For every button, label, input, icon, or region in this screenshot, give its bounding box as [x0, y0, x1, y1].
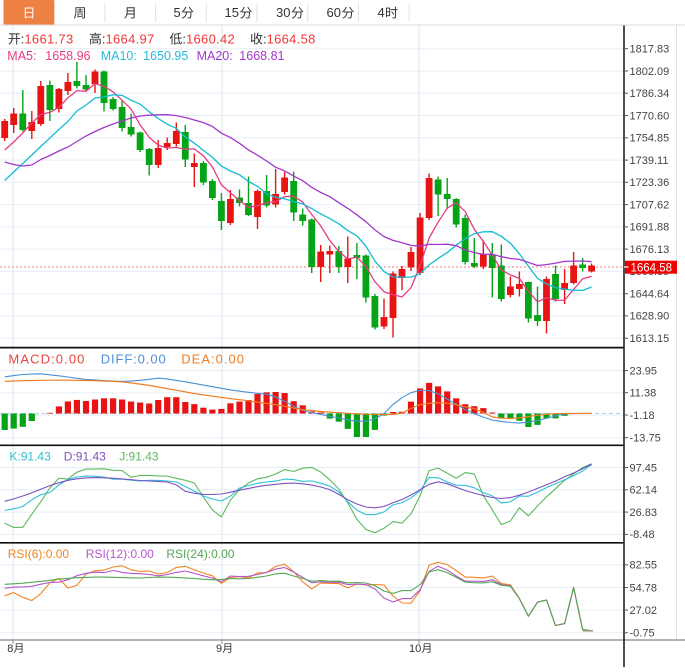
svg-text:1770.60: 1770.60 — [630, 110, 670, 122]
svg-text:1754.85: 1754.85 — [630, 133, 670, 145]
svg-text::: : — [102, 32, 106, 47]
svg-text:9: 9 — [216, 643, 222, 655]
svg-text:1739.11: 1739.11 — [630, 155, 669, 167]
svg-text:1664.97: 1664.97 — [106, 32, 155, 47]
svg-text:62.14: 62.14 — [630, 485, 658, 497]
svg-text:DEA:0.00: DEA:0.00 — [181, 352, 245, 367]
svg-text:26.83: 26.83 — [630, 507, 658, 519]
svg-text:30: 30 — [276, 5, 290, 20]
svg-text:1658.96: 1658.96 — [45, 49, 90, 63]
svg-text:1691.88: 1691.88 — [630, 222, 670, 234]
svg-text:1661.73: 1661.73 — [24, 32, 73, 47]
svg-text:K:91.43: K:91.43 — [9, 449, 51, 463]
svg-text:27.02: 27.02 — [630, 605, 658, 617]
svg-text:J:91.43: J:91.43 — [119, 449, 159, 463]
svg-text:-0.75: -0.75 — [630, 628, 655, 640]
svg-text:1660.42: 1660.42 — [186, 32, 235, 47]
svg-text:MACD:0.00: MACD:0.00 — [8, 352, 85, 367]
svg-text:MA5:: MA5: — [7, 49, 36, 63]
svg-text:60: 60 — [327, 5, 341, 20]
svg-text:5: 5 — [174, 5, 181, 20]
svg-text:4: 4 — [378, 5, 385, 20]
svg-text:-13.75: -13.75 — [630, 433, 661, 445]
svg-text:54.78: 54.78 — [630, 582, 658, 594]
svg-text:1650.95: 1650.95 — [143, 49, 188, 63]
svg-text:1802.09: 1802.09 — [630, 66, 670, 78]
svg-text:MA10:: MA10: — [101, 49, 137, 63]
svg-text:8: 8 — [7, 643, 13, 655]
svg-text::: : — [263, 32, 267, 47]
svg-text:-1.18: -1.18 — [630, 410, 655, 422]
svg-text:1664.58: 1664.58 — [631, 262, 673, 274]
svg-text::: : — [182, 32, 186, 47]
svg-text:97.45: 97.45 — [630, 462, 658, 474]
svg-text:1786.34: 1786.34 — [630, 88, 670, 100]
svg-text:-8.48: -8.48 — [630, 529, 655, 541]
svg-text:D:91.43: D:91.43 — [64, 449, 106, 463]
svg-text:MA20:: MA20: — [197, 49, 233, 63]
svg-text:1644.64: 1644.64 — [630, 289, 670, 301]
svg-text:RSI(6):0.00: RSI(6):0.00 — [8, 547, 70, 561]
svg-text:15: 15 — [225, 5, 239, 20]
svg-text:1668.81: 1668.81 — [239, 49, 284, 63]
svg-text:1664.58: 1664.58 — [267, 32, 316, 47]
svg-text:1723.36: 1723.36 — [630, 177, 670, 189]
svg-text:1817.83: 1817.83 — [630, 44, 670, 56]
svg-text:1628.90: 1628.90 — [630, 311, 670, 323]
svg-text::: : — [21, 32, 25, 47]
svg-text:DIFF:0.00: DIFF:0.00 — [101, 352, 167, 367]
svg-text:RSI(12):0.00: RSI(12):0.00 — [86, 547, 154, 561]
svg-text:11.38: 11.38 — [630, 388, 657, 400]
svg-text:10: 10 — [409, 643, 421, 655]
svg-text:23.95: 23.95 — [630, 365, 658, 377]
svg-text:82.55: 82.55 — [630, 560, 658, 572]
svg-text:1613.15: 1613.15 — [630, 333, 670, 345]
svg-text:1707.62: 1707.62 — [630, 199, 670, 211]
svg-text:1676.13: 1676.13 — [630, 244, 670, 256]
svg-text:RSI(24):0.00: RSI(24):0.00 — [166, 547, 234, 561]
